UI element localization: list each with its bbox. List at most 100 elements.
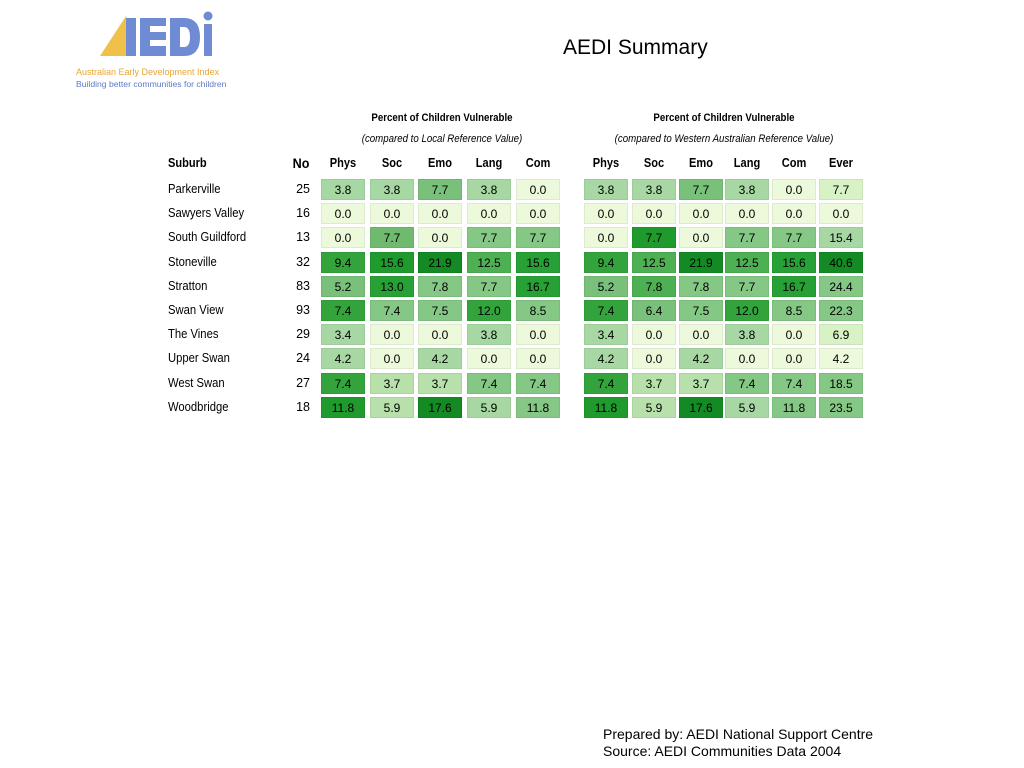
- logo-letter-i: [204, 24, 212, 56]
- local-value-cell: 3.7: [370, 372, 414, 394]
- local-value-cell: 12.0: [467, 300, 511, 321]
- local-value-cell: 7.4: [370, 300, 414, 321]
- wa-col-header-ever: Ever: [829, 155, 853, 170]
- wa-value-cell: 4.2: [584, 348, 628, 370]
- wa-value-cell: 3.8: [584, 179, 628, 200]
- local-value-cell: 21.9: [418, 251, 462, 273]
- suburb-name: Woodbridge: [168, 399, 229, 414]
- wa-col-header-phys: Phys: [592, 155, 620, 170]
- suburb-name: West Swan: [168, 375, 225, 390]
- wa-value-cell: 0.0: [772, 179, 816, 200]
- child-count: 24: [296, 351, 310, 366]
- local-value-cell: 0.0: [418, 324, 462, 346]
- local-value-cell: 3.8: [467, 179, 511, 200]
- local-col-header-emo: Emo: [428, 155, 452, 170]
- local-value-cell: 5.2: [321, 275, 365, 297]
- child-count: 16: [296, 206, 310, 221]
- wa-value-cell: 7.8: [679, 275, 723, 297]
- wa-value-cell: 0.0: [725, 348, 769, 370]
- wa-value-cell: 5.2: [584, 275, 628, 297]
- wa-group-title: Percent of Children Vulnerable: [653, 112, 795, 124]
- wa-value-cell: 11.8: [584, 396, 628, 418]
- logo-name: Australian Early Development Index: [76, 67, 220, 77]
- local-value-cell: 0.0: [370, 348, 414, 370]
- wa-col-header-emo: Emo: [689, 155, 713, 170]
- wa-value-cell: 0.0: [584, 203, 628, 225]
- child-count: 27: [296, 375, 310, 390]
- local-value-cell: 7.5: [418, 300, 462, 321]
- local-value-cell: 11.8: [321, 396, 365, 418]
- child-count: 25: [296, 182, 310, 196]
- local-col-header-com: Com: [525, 155, 551, 170]
- wa-value-cell: 18.5: [819, 372, 863, 394]
- local-value-cell: 0.0: [370, 324, 414, 346]
- suburb-name: Sawyers Valley: [168, 206, 245, 221]
- wa-value-cell: 8.5: [772, 300, 816, 321]
- local-value-cell: 0.0: [516, 324, 560, 346]
- wa-value-cell: 0.0: [819, 203, 863, 225]
- no-column-header: No: [292, 155, 310, 171]
- local-col-header-soc: Soc: [381, 155, 403, 170]
- wa-value-cell: 4.2: [679, 348, 723, 370]
- local-value-cell: 0.0: [467, 348, 511, 370]
- local-col-header-lang: Lang: [475, 155, 503, 170]
- wa-value-cell: 23.5: [819, 396, 863, 418]
- local-value-cell: 7.7: [467, 227, 511, 249]
- wa-value-cell: 12.0: [725, 300, 769, 321]
- wa-value-cell: 40.6: [819, 251, 863, 273]
- wa-value-cell: 6.4: [632, 300, 676, 321]
- child-count: 18: [296, 399, 310, 414]
- local-value-cell: 4.2: [321, 348, 365, 370]
- wa-value-cell: 7.8: [632, 275, 676, 297]
- wa-value-cell: 7.4: [584, 300, 628, 321]
- logo-tagline: Building better communities for children: [76, 79, 227, 89]
- local-value-cell: 7.7: [418, 179, 462, 200]
- local-value-cell: 7.7: [516, 227, 560, 249]
- wa-value-cell: 5.9: [725, 396, 769, 418]
- suburb-name: Stoneville: [168, 254, 217, 269]
- wa-value-cell: 0.0: [679, 324, 723, 346]
- local-value-cell: 7.8: [418, 275, 462, 297]
- wa-value-cell: 3.8: [725, 324, 769, 346]
- local-value-cell: 3.4: [321, 324, 365, 346]
- local-col-header-phys: Phys: [329, 155, 357, 170]
- suburb-name: The Vines: [168, 327, 219, 342]
- local-value-cell: 11.8: [516, 396, 560, 418]
- local-value-cell: 3.7: [418, 372, 462, 394]
- child-count: 13: [296, 230, 310, 245]
- child-count: 29: [296, 327, 310, 342]
- wa-value-cell: 7.7: [819, 179, 863, 200]
- local-value-cell: 4.2: [418, 348, 462, 370]
- local-value-cell: 7.4: [321, 372, 365, 394]
- wa-value-cell: 7.7: [725, 275, 769, 297]
- wa-value-cell: 22.3: [819, 300, 863, 321]
- wa-col-header-com: Com: [781, 155, 807, 170]
- local-value-cell: 7.4: [516, 372, 560, 394]
- child-count: 93: [296, 303, 310, 317]
- aedi-logo-mark: [100, 11, 213, 56]
- wa-value-cell: 11.8: [772, 396, 816, 418]
- local-value-cell: 8.5: [516, 300, 560, 321]
- wa-value-cell: 7.4: [725, 372, 769, 394]
- local-value-cell: 7.7: [370, 227, 414, 249]
- wa-value-cell: 5.9: [632, 396, 676, 418]
- local-value-cell: 7.7: [467, 275, 511, 297]
- wa-value-cell: 0.0: [632, 324, 676, 346]
- wa-value-cell: 24.4: [819, 275, 863, 297]
- wa-value-cell: 0.0: [725, 203, 769, 225]
- local-value-cell: 17.6: [418, 396, 462, 418]
- aedi-logo: Australian Early Development Index Build…: [76, 10, 236, 90]
- suburb-name: Upper Swan: [168, 351, 230, 366]
- local-value-cell: 0.0: [516, 179, 560, 200]
- wa-value-cell: 3.4: [584, 324, 628, 346]
- local-value-cell: 0.0: [321, 203, 365, 225]
- wa-value-cell: 0.0: [584, 227, 628, 249]
- child-count: 83: [296, 278, 310, 293]
- wa-value-cell: 21.9: [679, 251, 723, 273]
- wa-value-cell: 0.0: [772, 203, 816, 225]
- wa-group-subtitle: (compared to Western Australian Referenc…: [614, 133, 834, 145]
- local-value-cell: 7.4: [467, 372, 511, 394]
- wa-value-cell: 0.0: [772, 348, 816, 370]
- local-value-cell: 16.7: [516, 275, 560, 297]
- wa-col-header-soc: Soc: [643, 155, 665, 170]
